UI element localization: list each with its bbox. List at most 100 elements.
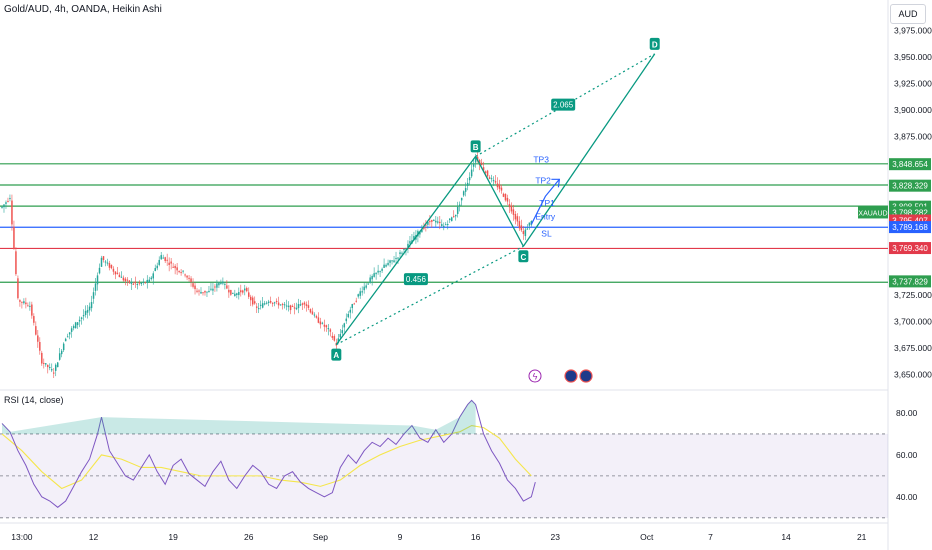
- candle[interactable]: [224, 283, 226, 285]
- pattern-point-marker[interactable]: [649, 37, 660, 50]
- candle[interactable]: [421, 229, 423, 233]
- price-level-tag[interactable]: [889, 242, 931, 255]
- candle[interactable]: [88, 306, 91, 311]
- candle[interactable]: [43, 362, 45, 364]
- candle[interactable]: [265, 302, 268, 304]
- candle[interactable]: [160, 255, 162, 260]
- candle[interactable]: [512, 209, 515, 215]
- candle[interactable]: [74, 322, 77, 329]
- candle[interactable]: [514, 214, 517, 220]
- candle[interactable]: [490, 178, 493, 180]
- candle[interactable]: [383, 264, 385, 268]
- candle[interactable]: [518, 221, 521, 229]
- candle[interactable]: [100, 257, 103, 267]
- candle[interactable]: [17, 278, 19, 299]
- candle[interactable]: [58, 353, 61, 360]
- candle[interactable]: [62, 343, 65, 351]
- candle[interactable]: [337, 338, 340, 343]
- candle[interactable]: [140, 283, 143, 285]
- candle[interactable]: [92, 292, 95, 299]
- candle[interactable]: [220, 282, 222, 284]
- candle[interactable]: [106, 262, 109, 264]
- candle[interactable]: [323, 324, 326, 327]
- candle[interactable]: [240, 290, 242, 293]
- candle[interactable]: [393, 260, 395, 263]
- candle[interactable]: [242, 290, 244, 293]
- rsi-ma-line[interactable]: [1, 424, 532, 490]
- candle[interactable]: [29, 305, 31, 307]
- candle[interactable]: [480, 162, 483, 166]
- candle[interactable]: [78, 319, 81, 322]
- candle[interactable]: [520, 225, 523, 231]
- candle[interactable]: [156, 265, 158, 269]
- candle[interactable]: [375, 272, 377, 275]
- candle[interactable]: [325, 325, 328, 328]
- price-level-tag[interactable]: [889, 158, 931, 171]
- candle[interactable]: [54, 364, 57, 371]
- candle[interactable]: [202, 292, 204, 294]
- candle[interactable]: [482, 167, 485, 171]
- candle[interactable]: [395, 257, 397, 259]
- candle[interactable]: [170, 261, 172, 264]
- candle[interactable]: [49, 367, 51, 369]
- candle[interactable]: [35, 326, 37, 335]
- candle[interactable]: [283, 304, 286, 306]
- candle[interactable]: [33, 316, 35, 323]
- candle[interactable]: [216, 283, 218, 288]
- candle[interactable]: [226, 285, 228, 289]
- candle[interactable]: [297, 304, 300, 309]
- candle[interactable]: [484, 171, 487, 173]
- candle[interactable]: [269, 300, 272, 303]
- candle[interactable]: [496, 183, 499, 188]
- candle[interactable]: [210, 288, 212, 290]
- candle[interactable]: [27, 305, 29, 307]
- candle[interactable]: [273, 302, 276, 304]
- candle[interactable]: [86, 309, 89, 313]
- candle[interactable]: [3, 204, 5, 208]
- candle[interactable]: [331, 335, 334, 338]
- candle[interactable]: [301, 303, 304, 305]
- candle[interactable]: [528, 222, 531, 226]
- candle[interactable]: [246, 287, 248, 292]
- candle[interactable]: [315, 316, 318, 318]
- candle[interactable]: [112, 268, 115, 272]
- candle[interactable]: [349, 309, 352, 313]
- candle[interactable]: [253, 301, 256, 304]
- candle[interactable]: [369, 277, 371, 283]
- price-level-tag[interactable]: [889, 179, 931, 192]
- pattern-point-marker[interactable]: [518, 250, 529, 263]
- candle[interactable]: [303, 302, 306, 305]
- candle[interactable]: [172, 266, 174, 268]
- candle[interactable]: [389, 260, 391, 263]
- candle[interactable]: [68, 332, 71, 335]
- candle[interactable]: [443, 225, 445, 227]
- candle[interactable]: [429, 221, 431, 223]
- candle[interactable]: [377, 270, 379, 273]
- pattern-point-marker[interactable]: [331, 348, 342, 361]
- candle[interactable]: [401, 252, 403, 254]
- candle[interactable]: [339, 334, 342, 338]
- candle[interactable]: [90, 302, 93, 309]
- candle[interactable]: [158, 259, 160, 265]
- candle[interactable]: [132, 283, 135, 285]
- candle[interactable]: [327, 328, 330, 330]
- candle[interactable]: [281, 303, 284, 305]
- candle[interactable]: [76, 322, 79, 326]
- candle[interactable]: [261, 303, 264, 308]
- candle[interactable]: [516, 216, 519, 222]
- candle[interactable]: [136, 284, 139, 286]
- candle[interactable]: [182, 270, 184, 272]
- candle[interactable]: [184, 274, 186, 276]
- candle[interactable]: [94, 283, 97, 291]
- candle[interactable]: [267, 301, 270, 303]
- candle[interactable]: [9, 198, 11, 200]
- candle[interactable]: [190, 278, 192, 283]
- candle[interactable]: [168, 262, 170, 265]
- candle[interactable]: [449, 218, 451, 221]
- candle[interactable]: [307, 305, 310, 308]
- candle[interactable]: [255, 306, 258, 308]
- candle[interactable]: [468, 177, 471, 181]
- candle[interactable]: [502, 193, 505, 197]
- candle[interactable]: [200, 291, 202, 294]
- candle[interactable]: [188, 277, 190, 279]
